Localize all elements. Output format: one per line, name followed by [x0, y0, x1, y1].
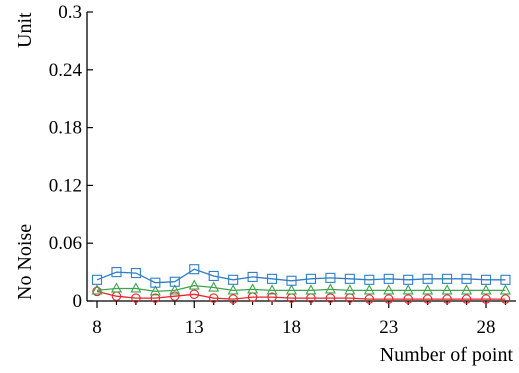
x-axis-title: Number of point	[380, 344, 514, 366]
data-point-square	[344, 273, 355, 284]
data-point-circle	[481, 294, 491, 304]
data-point-square	[150, 277, 161, 288]
data-point-circle	[267, 292, 277, 302]
data-point-square	[442, 273, 453, 284]
data-point-circle	[442, 294, 452, 304]
data-point-triangle	[383, 284, 395, 295]
data-point-circle	[189, 289, 200, 300]
data-point-triangle	[91, 284, 103, 295]
data-point-circle	[403, 294, 413, 304]
x-tick-label: 18	[282, 317, 301, 338]
data-point-square	[383, 273, 394, 284]
data-point-square	[364, 274, 375, 285]
data-point-circle	[150, 293, 161, 303]
data-point-square	[286, 275, 297, 286]
data-point-circle	[170, 291, 180, 301]
x-ticks: 8 13 18 23 28	[92, 301, 507, 338]
data-point-triangle	[402, 284, 414, 295]
series-line	[96, 268, 506, 284]
data-point-triangle	[305, 284, 317, 295]
y-tick-label: 0	[73, 291, 83, 312]
data-point-triangle	[324, 283, 336, 294]
data-point-triangle	[130, 282, 142, 293]
data-point-triangle	[247, 283, 259, 294]
series-line	[96, 290, 506, 300]
data-point-circle	[422, 294, 433, 304]
series-square	[91, 264, 511, 288]
series-layer	[91, 264, 511, 304]
x-tick-label: 8	[92, 317, 102, 338]
series-circle	[92, 286, 511, 304]
y-ticks: 0 0.06 0.12 0.18 0.24 0.3	[49, 2, 93, 312]
data-point-triangle	[285, 284, 298, 295]
data-point-triangle	[110, 282, 122, 293]
data-point-square	[169, 276, 180, 287]
y-tick-label: 0.3	[58, 2, 82, 23]
data-point-square	[111, 267, 122, 278]
data-point-triangle	[266, 284, 278, 295]
data-point-triangle	[208, 281, 220, 292]
y-tick-label: 0.06	[49, 233, 82, 254]
data-point-circle	[325, 293, 336, 303]
data-point-triangle	[227, 284, 239, 295]
data-point-square	[266, 273, 278, 284]
data-point-square	[480, 274, 492, 285]
x-tick-label: 13	[185, 317, 204, 338]
data-point-circle	[364, 294, 375, 304]
data-point-square	[189, 264, 200, 275]
data-point-square	[500, 274, 511, 285]
data-point-square	[461, 273, 472, 284]
data-point-circle	[131, 293, 141, 303]
series-triangle	[91, 279, 511, 296]
data-point-square	[325, 272, 336, 283]
data-point-triangle	[461, 284, 473, 295]
y-tick-label: 0.12	[49, 175, 82, 196]
data-point-triangle	[422, 284, 434, 295]
data-point-square	[247, 271, 258, 282]
data-point-triangle	[188, 279, 200, 290]
data-point-circle	[92, 286, 102, 297]
x-tick-label: 28	[477, 317, 496, 338]
chart-axes	[86, 12, 516, 302]
data-point-triangle	[169, 284, 181, 295]
data-point-triangle	[441, 284, 453, 295]
data-point-triangle	[480, 284, 492, 295]
y-tick-label: 0.18	[49, 118, 82, 139]
data-point-circle	[461, 294, 472, 304]
y-tick-label: 0.24	[49, 60, 83, 81]
data-point-triangle	[363, 284, 375, 295]
series-line	[96, 284, 506, 293]
x-tick-label: 23	[379, 317, 398, 338]
y-axis-title-side: No Noise	[14, 224, 36, 300]
data-point-triangle	[344, 284, 356, 295]
y-axis-title-top: Unit	[14, 12, 36, 48]
data-point-square	[305, 273, 317, 284]
data-point-square	[403, 274, 414, 285]
data-point-circle	[228, 294, 238, 304]
data-point-triangle	[149, 285, 161, 296]
data-point-circle	[500, 294, 511, 304]
data-point-square	[228, 274, 239, 285]
data-point-square	[91, 274, 103, 285]
data-point-triangle	[499, 284, 511, 295]
data-point-square	[208, 270, 219, 282]
data-point-square	[130, 268, 141, 279]
data-point-circle	[383, 294, 394, 304]
data-point-square	[422, 273, 433, 284]
data-point-circle	[208, 293, 219, 303]
